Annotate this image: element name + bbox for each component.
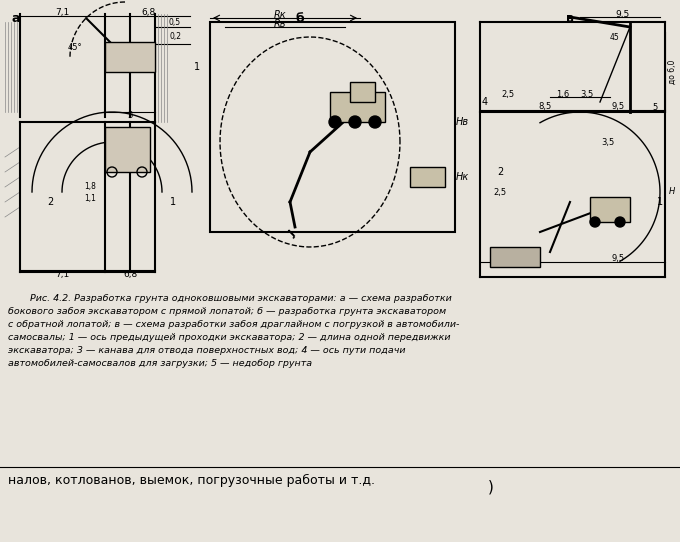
Text: 3: 3 (127, 112, 133, 120)
Bar (330, 92, 385, 122)
Text: 0,2: 0,2 (169, 31, 181, 41)
Bar (590, 197, 630, 222)
Text: б: б (296, 12, 305, 25)
Text: Rк: Rк (273, 10, 286, 20)
Text: с обратной лопатой; в — схема разработки забоя драглайном с погрузкой в автомоби: с обратной лопатой; в — схема разработки… (8, 320, 460, 329)
Text: 8,5: 8,5 (513, 255, 526, 263)
Text: 1: 1 (170, 197, 176, 207)
Text: 2,5: 2,5 (494, 188, 507, 197)
Text: автомобилей-самосвалов для загрузки; 5 — недобор грунта: автомобилей-самосвалов для загрузки; 5 —… (8, 359, 312, 368)
Bar (105, 127, 150, 172)
Text: бокового забоя экскаватором с прямой лопатой; б — разработка грунта экскаватором: бокового забоя экскаватором с прямой лоп… (8, 307, 446, 316)
Bar (105, 42, 155, 72)
Text: 7,1: 7,1 (55, 270, 69, 280)
Text: Rв: Rв (274, 19, 286, 29)
Text: налов, котлованов, выемок, погрузочные работы и т.д.: налов, котлованов, выемок, погрузочные р… (8, 474, 375, 487)
Text: 8,5: 8,5 (539, 102, 551, 112)
Text: 9,5: 9,5 (611, 255, 624, 263)
Text: Рис. 4.2. Разработка грунта одноковшовыми экскаваторами: а — схема разработки: Рис. 4.2. Разработка грунта одноковшовым… (30, 294, 452, 303)
Text: Hк: Hк (456, 172, 469, 182)
Text: 0,5: 0,5 (169, 17, 181, 27)
Text: 1,6: 1,6 (556, 89, 570, 99)
Text: в: в (566, 12, 574, 25)
Text: 3,5: 3,5 (601, 138, 615, 146)
Text: Hв: Hв (456, 117, 469, 127)
Text: 1,8: 1,8 (84, 183, 96, 191)
Text: 1,1: 1,1 (84, 193, 96, 203)
Text: экскаватора; 3 — канава для отвода поверхностных вод; 4 — ось пути подачи: экскаватора; 3 — канава для отвода повер… (8, 346, 405, 355)
Bar (490, 247, 540, 267)
Text: H: H (669, 188, 675, 197)
Text: 6,8: 6,8 (141, 8, 155, 16)
Text: 4: 4 (482, 97, 488, 107)
Bar (350, 82, 375, 102)
Circle shape (329, 116, 341, 128)
Text: 5: 5 (652, 102, 658, 112)
Text: 1: 1 (194, 62, 200, 72)
Text: J: J (288, 229, 298, 239)
Text: 45: 45 (610, 33, 620, 42)
Bar (210, 22, 455, 232)
Text: 7,1: 7,1 (55, 8, 69, 16)
Circle shape (349, 116, 361, 128)
Text: 3,5: 3,5 (580, 89, 594, 99)
Text: 2: 2 (497, 167, 503, 177)
Text: 45°: 45° (68, 42, 82, 51)
Text: 1: 1 (657, 197, 663, 207)
Text: до 6,0: до 6,0 (668, 60, 677, 84)
Text: 6,8: 6,8 (123, 270, 137, 280)
Text: самосвалы; 1 — ось предыдущей проходки экскаватора; 2 — длина одной передвижки: самосвалы; 1 — ось предыдущей проходки э… (8, 333, 450, 342)
Text: а: а (12, 12, 20, 25)
Text: ): ) (488, 480, 494, 495)
Text: 9,5: 9,5 (616, 10, 630, 18)
Circle shape (590, 217, 600, 227)
Circle shape (369, 116, 381, 128)
Text: 2: 2 (47, 197, 53, 207)
Bar (410, 167, 445, 187)
Text: 9,5: 9,5 (611, 102, 624, 112)
Circle shape (615, 217, 625, 227)
Text: 2,5: 2,5 (501, 89, 515, 99)
